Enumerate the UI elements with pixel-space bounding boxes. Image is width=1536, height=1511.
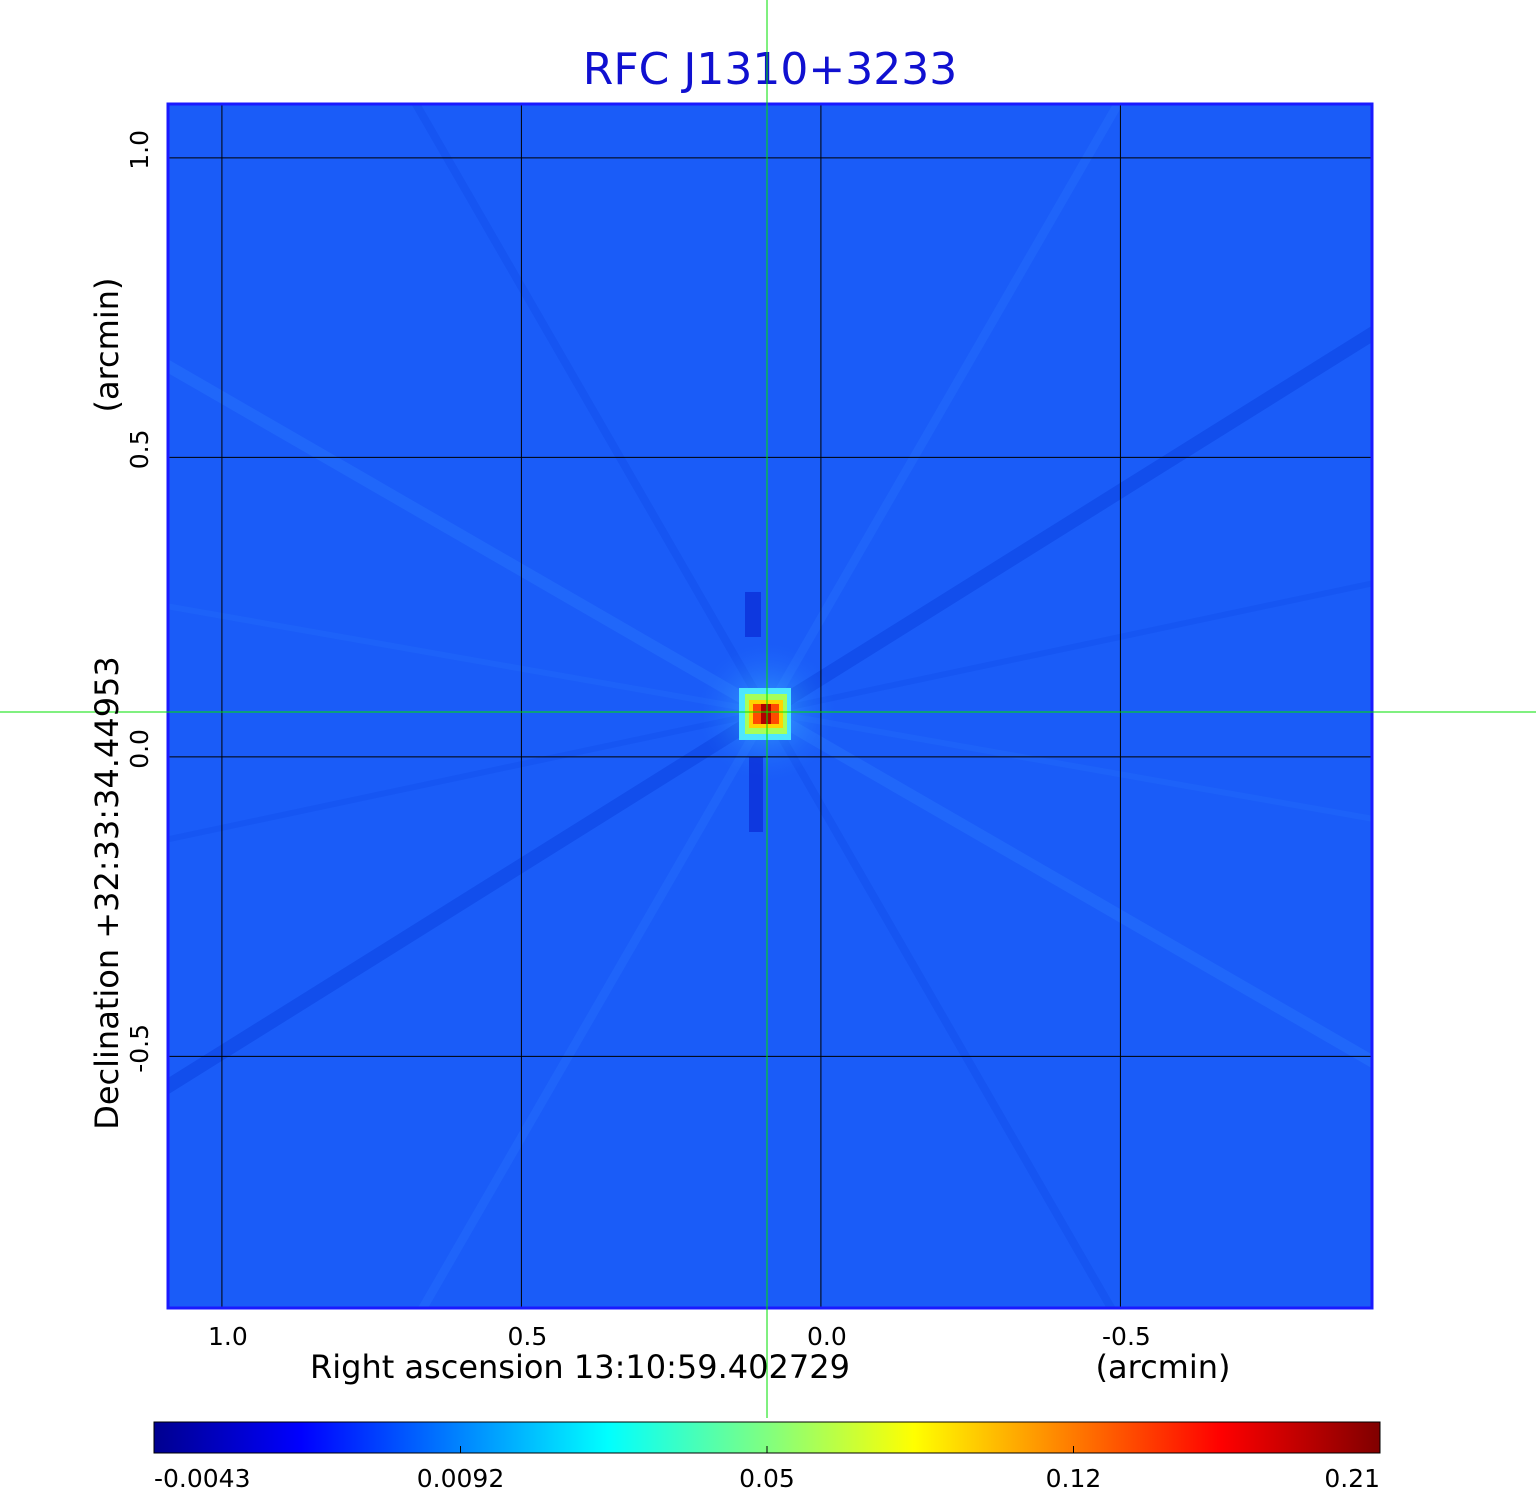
grid-lines bbox=[168, 104, 1372, 1308]
x-axis-unit: (arcmin) bbox=[1096, 1348, 1231, 1386]
y-tick-label-3: -0.5 bbox=[125, 1024, 154, 1073]
colorbar-tick-label-0: -0.0043 bbox=[154, 1464, 251, 1493]
x-tick-label-3: -0.5 bbox=[1102, 1322, 1151, 1351]
sidelobe-streak-4 bbox=[763, 104, 1124, 715]
sidelobe-streak-5 bbox=[417, 709, 771, 1308]
colorbar-tick-label-1: 0.0092 bbox=[417, 1464, 504, 1493]
y-tick-label-0: 1.0 bbox=[125, 130, 154, 170]
x-tick-label-2: 0.0 bbox=[807, 1322, 847, 1351]
x-axis-label: Right ascension 13:10:59.402729 bbox=[310, 1348, 850, 1386]
x-tick-label-0: 1.0 bbox=[208, 1322, 248, 1351]
colorbar-tick-label-3: 0.12 bbox=[1046, 1464, 1102, 1493]
y-axis-unit: (arcmin) bbox=[88, 278, 126, 413]
crosshair bbox=[0, 0, 1536, 1418]
colorbar: -0.0043 0.0092 0.05 0.12 0.21 bbox=[153, 1421, 1381, 1493]
x-tick-labels: 1.0 0.5 0.0 -0.5 bbox=[208, 1322, 1151, 1351]
sidelobe-streak-2 bbox=[764, 706, 1372, 1069]
colorbar-tick-label-2: 0.05 bbox=[739, 1464, 795, 1493]
sidelobe-streak-3 bbox=[168, 359, 771, 718]
sidelobe-streak-7 bbox=[411, 104, 771, 714]
sidelobe-streak-11 bbox=[168, 709, 768, 843]
y-tick-label-1: 0.5 bbox=[125, 430, 154, 470]
sidelobe-streak-1 bbox=[168, 706, 771, 1095]
x-tick-label-1: 0.5 bbox=[508, 1322, 548, 1351]
sidelobe-streak-9 bbox=[168, 603, 768, 715]
sidelobe-streak-6 bbox=[763, 709, 1116, 1308]
sidelobe-streak-0 bbox=[763, 325, 1372, 718]
y-axis-label: Declination +32:33:34.44953 bbox=[88, 656, 126, 1130]
sidelobe-streak-10 bbox=[766, 580, 1372, 715]
source-peak bbox=[761, 703, 772, 724]
source-dark-lobe-top bbox=[745, 591, 762, 637]
y-tick-label-2: 0.0 bbox=[125, 729, 154, 769]
chart-title: RFC J1310+3233 bbox=[583, 44, 957, 95]
plot-frame bbox=[166, 102, 1374, 1310]
colorbar-tick-label-4: 0.21 bbox=[1324, 1464, 1380, 1493]
colorbar-ticks: -0.0043 0.0092 0.05 0.12 0.21 bbox=[153, 1446, 1381, 1493]
y-tick-labels: 1.0 0.5 0.0 -0.5 bbox=[125, 130, 154, 1073]
sidelobe-streak-8 bbox=[766, 709, 1372, 822]
source-dark-lobe-bottom bbox=[749, 756, 764, 832]
